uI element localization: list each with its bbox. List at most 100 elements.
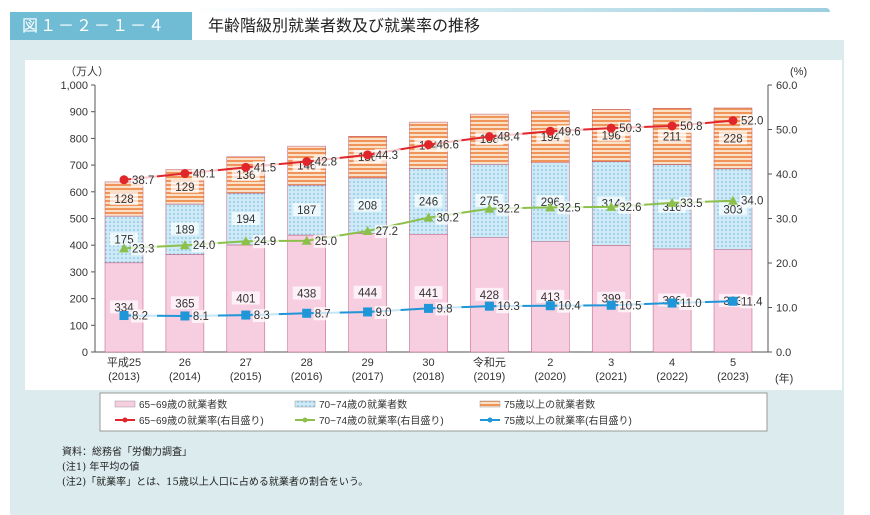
line-label: 38.7 <box>132 175 154 187</box>
x-tick-label: 27 <box>240 357 252 369</box>
line-label-bg <box>557 299 584 313</box>
line-label: 8.2 <box>132 311 148 323</box>
line-label: 25.0 <box>315 236 337 248</box>
line-marker <box>728 116 738 126</box>
line-label: 50.3 <box>619 123 641 135</box>
line-label: 10.5 <box>619 300 641 312</box>
right-tick-label: 20.0 <box>776 258 797 270</box>
line-marker <box>484 132 494 142</box>
bar-label-bg <box>231 212 260 226</box>
bar-label: 334 <box>114 302 134 314</box>
legend-marker <box>302 417 308 423</box>
line-label: 44.3 <box>376 150 398 162</box>
bar-label-bg <box>353 198 382 212</box>
line-label-bg <box>679 297 706 311</box>
x-tick-label: 4 <box>669 357 675 369</box>
line-marker <box>119 311 129 321</box>
legend-label: 75歳以上の就業率(右目盛り) <box>504 414 632 427</box>
right-tick-label: 40.0 <box>776 169 797 181</box>
figure-label: 図１－２－１－４ <box>10 12 192 40</box>
x-tick-label-year: (2019) <box>474 371 506 383</box>
right-tick-label: 10.0 <box>776 303 797 315</box>
note-2: (注2)「就業率」とは、15歳以上人口に占める就業者の割合をいう。 <box>62 477 369 488</box>
x-tick-label: 28 <box>301 357 313 369</box>
line-label: 10.4 <box>558 301 581 313</box>
line-label: 48.4 <box>497 132 520 144</box>
line-label-bg <box>374 148 401 162</box>
line-marker <box>240 236 251 246</box>
legend-label: 70~74歳の就業率(右目盛り) <box>319 414 444 427</box>
line-label: 10.3 <box>497 301 519 313</box>
line-label: 9.8 <box>437 303 453 315</box>
note-1: (注1) 年平均の値 <box>62 462 140 473</box>
line-marker <box>302 157 312 167</box>
line-label-bg <box>679 119 706 133</box>
x-tick-label-year: (2023) <box>717 371 749 383</box>
bar-label-bg <box>414 194 443 208</box>
x-tick-label: 30 <box>422 357 434 369</box>
line-label-bg <box>740 295 766 309</box>
bar-label: 399 <box>602 294 621 306</box>
left-tick-label: 500 <box>70 214 88 226</box>
line-marker <box>545 202 556 212</box>
line-label: 32.5 <box>558 202 580 214</box>
line-label-bg <box>313 234 340 248</box>
bar-label: 246 <box>419 196 438 208</box>
x-tick-label-year: (2013) <box>108 371 140 383</box>
left-axis-unit: （万人） <box>65 65 109 78</box>
line-marker <box>728 296 738 306</box>
bar-label-bg <box>414 286 443 300</box>
legend-label: 75歳以上の就業者数 <box>504 398 595 411</box>
line-label: 52.0 <box>741 116 763 128</box>
line-label: 32.6 <box>619 202 641 214</box>
bar-label: 196 <box>602 130 621 142</box>
legend <box>99 392 768 432</box>
line-marker <box>484 301 494 311</box>
x-tick-label: 令和元 <box>473 355 506 369</box>
bar-label-bg <box>353 285 382 299</box>
bar-label: 128 <box>114 194 133 206</box>
bar-label-bg <box>231 291 260 305</box>
line-marker <box>180 169 190 179</box>
line-label-bg <box>496 130 523 144</box>
line-label-bg <box>435 211 462 225</box>
line-label-bg <box>252 235 279 249</box>
line-label-bg <box>252 161 279 175</box>
line-label-bg <box>191 167 218 181</box>
line-label: 49.6 <box>558 126 580 138</box>
line-marker <box>424 140 433 150</box>
bar-label: 208 <box>358 201 377 213</box>
line-marker <box>180 311 190 321</box>
line-label: 23.3 <box>132 243 154 255</box>
line-label-bg <box>131 242 157 256</box>
bar-label-bg <box>170 222 199 236</box>
line-marker <box>119 243 129 253</box>
x-tick-label: 2 <box>547 357 553 369</box>
left-tick-label: 0 <box>82 347 88 359</box>
bar-label-bg <box>292 286 321 300</box>
bar-label: 228 <box>723 133 742 145</box>
legend-label: 65~69歳の就業者数 <box>139 398 227 411</box>
line-label: 46.6 <box>437 140 459 152</box>
chart-title: 年齢階級別就業者数及び就業率の推移 <box>208 16 481 35</box>
line-label-bg <box>131 309 157 323</box>
line-label-bg <box>191 239 218 253</box>
left-tick-label: 700 <box>70 160 88 172</box>
legend-label: 65~69歳の就業率(右目盛り) <box>139 414 264 427</box>
line-marker <box>362 225 373 235</box>
bar-label: 194 <box>236 214 256 226</box>
bar-label: 194 <box>541 132 561 144</box>
left-tick-label: 200 <box>70 294 88 306</box>
line-label: 8.1 <box>193 311 209 323</box>
line-marker <box>363 307 373 317</box>
line-label: 24.0 <box>193 240 215 252</box>
line-marker <box>119 175 129 185</box>
x-tick-label-year: (2017) <box>352 371 384 383</box>
bar-label: 187 <box>297 205 316 217</box>
bar-label: 316 <box>663 202 682 214</box>
line-label: 50.8 <box>680 121 702 133</box>
line-label: 8.3 <box>254 310 270 322</box>
line-marker <box>241 310 251 320</box>
x-tick-label-year: (2018) <box>413 371 445 383</box>
